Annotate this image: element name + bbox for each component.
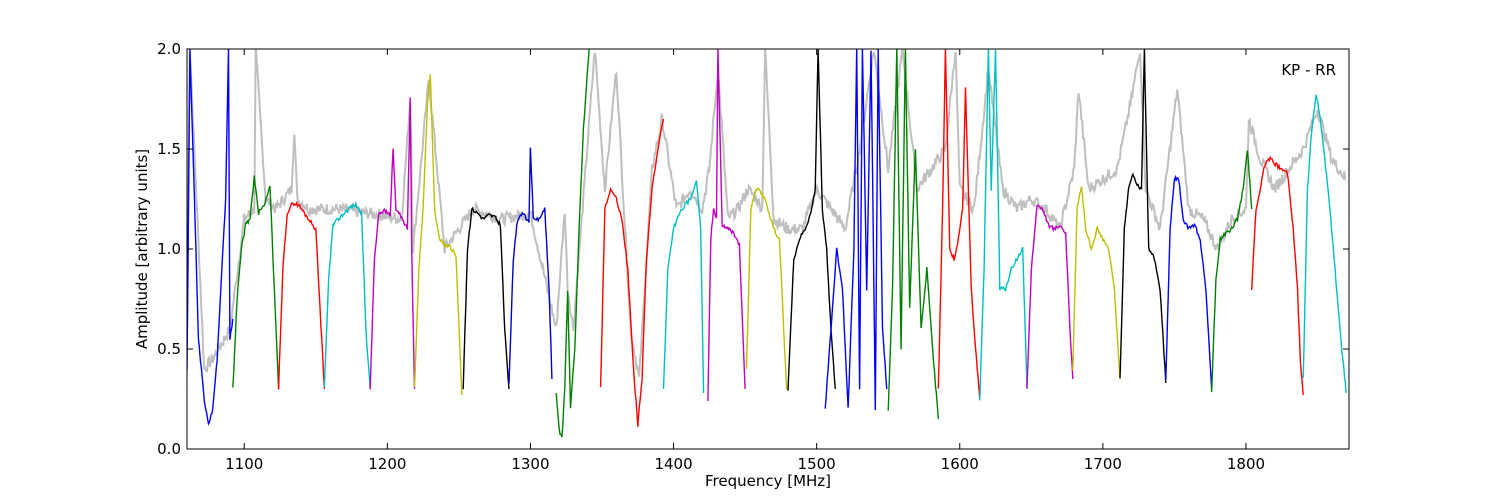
- x-tick-label: 1100: [225, 455, 263, 473]
- series-line-3: [277, 200, 326, 390]
- y-tick-label: 2.0: [157, 40, 181, 58]
- series-line-14: [787, 49, 836, 391]
- series-line-4: [323, 200, 371, 390]
- series-line-5: [369, 97, 416, 390]
- x-tick-label: 1300: [511, 455, 549, 473]
- series-line-18: [979, 49, 1028, 401]
- series-line-24: [1251, 155, 1304, 396]
- series-line-9: [555, 49, 594, 438]
- series-line-10: [599, 118, 665, 427]
- series-line-23: [1210, 150, 1253, 393]
- series-line-19: [1026, 204, 1074, 389]
- x-tick-label: 1800: [1227, 455, 1265, 473]
- series-line-15: [824, 49, 888, 411]
- series-line-22: [1165, 174, 1213, 390]
- x-tick-label: 1600: [941, 455, 979, 473]
- x-axis-label: Frequency [MHz]: [705, 472, 831, 490]
- y-tick-label: 1.5: [157, 140, 181, 158]
- series-line-7: [462, 206, 510, 390]
- series-layer: [187, 49, 1347, 438]
- background-trace: [187, 49, 1347, 377]
- background-trace-layer: [187, 49, 1347, 377]
- x-tick-label: 1200: [368, 455, 406, 473]
- x-axis-ticks: 1100 1200 1300 1400 1500 1600 1700 1800: [225, 49, 1265, 473]
- series-line-2: [232, 175, 280, 390]
- x-tick-label: 1500: [798, 455, 836, 473]
- series-line-12: [707, 49, 746, 401]
- x-tick-label: 1400: [654, 455, 692, 473]
- series-line-20: [1072, 186, 1121, 380]
- series-line-21: [1119, 49, 1167, 384]
- series-line-13: [745, 187, 788, 390]
- series-line-1: [187, 49, 234, 426]
- series-line-8: [508, 147, 553, 384]
- y-tick-label: 0.0: [157, 440, 181, 458]
- series-line-16: [887, 49, 939, 420]
- series-line-25: [1302, 94, 1347, 394]
- y-tick-label: 1.0: [157, 240, 181, 258]
- panel-annotation: KP - RR: [1281, 61, 1336, 79]
- y-axis-ticks: 0.0 0.5 1.0 1.5 2.0: [157, 40, 1349, 458]
- y-axis-label: Amplitude [arbitrary units]: [133, 149, 151, 349]
- x-tick-label: 1700: [1084, 455, 1122, 473]
- series-line-6: [413, 74, 463, 396]
- series-line-17: [937, 49, 981, 400]
- y-tick-label: 0.5: [157, 340, 181, 358]
- series-line-11: [662, 180, 705, 394]
